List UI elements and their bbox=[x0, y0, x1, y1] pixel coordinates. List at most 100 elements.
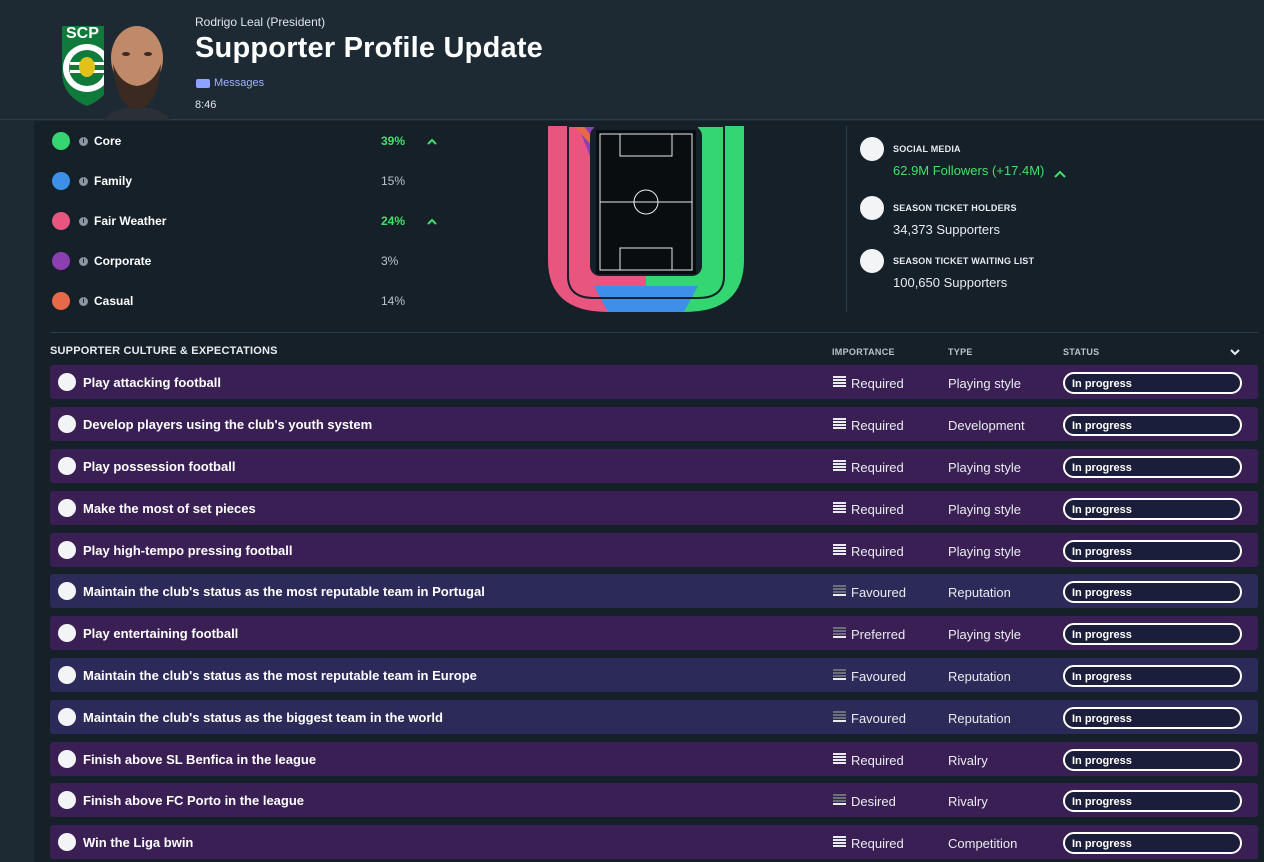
type-value: Reputation bbox=[948, 669, 1011, 684]
importance-bars-icon bbox=[833, 753, 846, 766]
status-badge[interactable]: In progress bbox=[1063, 623, 1242, 645]
status-badge[interactable]: In progress bbox=[1063, 707, 1242, 729]
importance-bars-icon bbox=[833, 669, 846, 682]
ball-icon bbox=[58, 457, 76, 475]
info-icon[interactable]: i bbox=[79, 136, 88, 146]
expectation-row[interactable]: Play high-tempo pressing football Require… bbox=[50, 533, 1258, 567]
social-media-value: 62.9M Followers (+17.4M) bbox=[893, 163, 1045, 178]
boot-icon bbox=[58, 415, 76, 433]
importance-bars-icon bbox=[833, 585, 846, 598]
status-badge[interactable]: In progress bbox=[1063, 456, 1242, 478]
segment-name: Fair Weather bbox=[94, 214, 167, 228]
segment-row[interactable]: i Corporate bbox=[52, 251, 151, 271]
tag-icon bbox=[196, 78, 210, 88]
message-time: 8:46 bbox=[195, 99, 217, 111]
importance-bars-icon bbox=[833, 627, 846, 640]
social-media-label: SOCIAL MEDIA bbox=[893, 144, 961, 154]
type-value: Development bbox=[948, 418, 1025, 433]
segment-row[interactable]: i Fair Weather bbox=[52, 211, 166, 231]
expectation-row[interactable]: Play possession football Required Playing … bbox=[50, 449, 1258, 483]
importance-bars-icon bbox=[833, 376, 846, 389]
segment-row[interactable]: i Family bbox=[52, 171, 132, 191]
expectation-row[interactable]: Develop players using the club's youth s… bbox=[50, 407, 1258, 441]
importance-bars-icon bbox=[833, 794, 846, 807]
page-header: SCP Rodrigo Leal (President) Supporter P… bbox=[0, 0, 1264, 120]
waiting-list-label: SEASON TICKET WAITING LIST bbox=[893, 256, 1035, 266]
expectation-name: Finish above FC Porto in the league bbox=[83, 793, 305, 808]
season-ticket-label: SEASON TICKET HOLDERS bbox=[893, 203, 1017, 213]
importance-value: Desired bbox=[851, 794, 896, 809]
importance-value: Preferred bbox=[851, 627, 906, 642]
status-column-header[interactable]: STATUS bbox=[1063, 347, 1100, 357]
status-badge[interactable]: In progress bbox=[1063, 372, 1242, 394]
segment-row[interactable]: i Core bbox=[52, 131, 121, 151]
status-badge[interactable]: In progress bbox=[1063, 790, 1242, 812]
segment-percentage: 39% bbox=[381, 134, 406, 148]
status-badge[interactable]: In progress bbox=[1063, 832, 1242, 854]
info-icon[interactable]: i bbox=[79, 256, 88, 266]
section-divider bbox=[50, 332, 1258, 333]
stats-divider bbox=[846, 126, 847, 312]
status-badge[interactable]: In progress bbox=[1063, 581, 1242, 603]
segment-name: Corporate bbox=[94, 254, 152, 268]
importance-bars-icon bbox=[833, 460, 846, 473]
expectation-row[interactable]: Make the most of set pieces Required Playi… bbox=[50, 491, 1258, 525]
expectation-row[interactable]: Play entertaining football Preferred Playi… bbox=[50, 616, 1258, 650]
type-value: Reputation bbox=[948, 585, 1011, 600]
importance-bars-icon bbox=[833, 502, 846, 515]
expectation-row[interactable]: Finish above SL Benfica in the league Req… bbox=[50, 742, 1258, 776]
season-ticket-value: 34,373 Supporters bbox=[893, 222, 1000, 237]
importance-column-header[interactable]: IMPORTANCE bbox=[832, 347, 895, 357]
expectation-name: Play possession football bbox=[83, 459, 236, 474]
segment-name: Casual bbox=[94, 294, 134, 308]
expectation-row[interactable]: Maintain the club's status as the most r… bbox=[50, 574, 1258, 608]
type-column-header[interactable]: TYPE bbox=[948, 347, 973, 357]
status-badge[interactable]: In progress bbox=[1063, 414, 1242, 436]
status-badge[interactable]: In progress bbox=[1063, 749, 1242, 771]
type-value: Playing style bbox=[948, 544, 1021, 559]
expectation-row[interactable]: Maintain the club's status as the most r… bbox=[50, 658, 1258, 692]
section-title: SUPPORTER CULTURE & EXPECTATIONS bbox=[50, 345, 278, 357]
page-title: Supporter Profile Update bbox=[195, 32, 543, 64]
info-icon[interactable]: i bbox=[79, 176, 88, 186]
chevron-down-icon[interactable] bbox=[1229, 347, 1241, 357]
segment-row[interactable]: i Casual bbox=[52, 291, 133, 311]
expectation-row[interactable]: Maintain the club's status as the bigges… bbox=[50, 700, 1258, 734]
segment-color-dot bbox=[52, 212, 70, 230]
ticket-icon bbox=[860, 196, 884, 220]
messages-label: Messages bbox=[214, 77, 265, 89]
info-icon[interactable]: i bbox=[79, 216, 88, 226]
status-badge[interactable]: In progress bbox=[1063, 540, 1242, 562]
expectation-name: Maintain the club's status as the bigges… bbox=[83, 710, 443, 725]
segment-percentage: 14% bbox=[381, 294, 406, 308]
expectation-name: Win the Liga bwin bbox=[83, 835, 194, 850]
segment-color-dot bbox=[52, 172, 70, 190]
expectation-name: Play attacking football bbox=[83, 375, 221, 390]
ball-icon bbox=[58, 499, 76, 517]
segment-color-dot bbox=[52, 252, 70, 270]
expectation-row[interactable]: Finish above FC Porto in the league Desir… bbox=[50, 783, 1258, 817]
shield-icon bbox=[58, 791, 76, 809]
president-name: Rodrigo Leal (President) bbox=[195, 15, 326, 29]
social-media-icon bbox=[860, 137, 884, 161]
waiting-list-value: 100,650 Supporters bbox=[893, 275, 1008, 290]
info-icon[interactable]: i bbox=[79, 296, 88, 306]
club-crest-logo: SCP bbox=[62, 25, 112, 106]
status-badge[interactable]: In progress bbox=[1063, 665, 1242, 687]
messages-link[interactable]: Messages bbox=[196, 77, 264, 89]
segment-percentage: 3% bbox=[381, 254, 399, 268]
expectation-name: Play high-tempo pressing football bbox=[83, 543, 293, 558]
expectation-row[interactable]: Play attacking football Required Playing s… bbox=[50, 365, 1258, 399]
importance-value: Required bbox=[851, 502, 904, 517]
importance-value: Required bbox=[851, 753, 904, 768]
importance-value: Required bbox=[851, 418, 904, 433]
segment-percentage: 15% bbox=[381, 174, 406, 188]
expectation-name: Maintain the club's status as the most r… bbox=[83, 668, 477, 683]
ball-icon bbox=[58, 624, 76, 642]
trend-up-icon bbox=[427, 138, 437, 145]
status-badge[interactable]: In progress bbox=[1063, 498, 1242, 520]
importance-value: Required bbox=[851, 460, 904, 475]
star-icon bbox=[58, 582, 76, 600]
type-value: Rivalry bbox=[948, 753, 988, 768]
expectation-row[interactable]: Win the Liga bwin Required Competition In p… bbox=[50, 825, 1258, 859]
